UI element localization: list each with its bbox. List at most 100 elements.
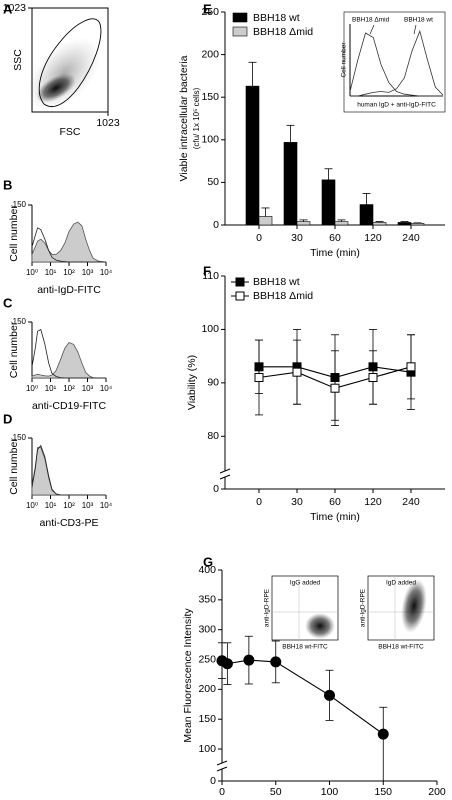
x-tick-label: 0 — [219, 786, 225, 798]
histogram-curve — [31, 342, 106, 379]
bar — [245, 85, 260, 226]
plot-frame — [31, 7, 109, 113]
x-tick-label: 10³ — [82, 501, 94, 510]
panel-label: G — [203, 554, 213, 569]
x-tick-label: 10³ — [82, 268, 94, 277]
bar — [296, 221, 311, 226]
inset-y-label: anti-IgD-RPE — [264, 588, 271, 627]
x-tick-label: 10⁴ — [100, 268, 113, 277]
density-cluster — [401, 579, 427, 633]
marker — [377, 728, 389, 740]
x-axis-label: anti-IgD-FITC — [37, 284, 101, 296]
inset-title: IgG added — [290, 580, 321, 587]
panel-label: E — [203, 1, 212, 16]
y-tick-label: 150 — [201, 91, 219, 103]
panel-label: D — [3, 411, 12, 426]
y-tick-label: 250 — [201, 6, 219, 18]
series-line — [221, 659, 384, 735]
x-tick-label: 10¹ — [45, 268, 57, 277]
histogram-curve — [31, 447, 106, 496]
y-tick-label: 350 — [198, 594, 216, 606]
y-tick-label: 50 — [207, 176, 219, 188]
gate — [38, 18, 102, 108]
x-tick-label: 30 — [291, 496, 303, 508]
x-tick-label: 10⁴ — [100, 384, 113, 393]
y-tick-label: 100 — [201, 323, 219, 335]
x-axis-label: Time (min) — [310, 511, 360, 523]
histogram-curve — [31, 444, 106, 496]
panel-label: B — [3, 177, 12, 192]
y-tick-label: 0 — [213, 219, 219, 231]
x-tick-label: 240 — [402, 496, 420, 508]
bar — [372, 222, 387, 226]
y-tick-label: 150 — [13, 200, 27, 209]
x-tick-label: 10² — [63, 384, 75, 393]
bar — [283, 142, 298, 226]
x-tick-label: 10¹ — [45, 384, 57, 393]
axis-break — [216, 766, 228, 772]
panel-label: A — [3, 1, 13, 16]
annotation: BBH18 wt — [404, 17, 433, 24]
bar — [410, 222, 425, 226]
x-tick-label: 10⁰ — [26, 501, 38, 510]
y-axis-label: Cell number — [8, 321, 20, 378]
x-tick-label: 30 — [291, 232, 303, 244]
annotation-arrow — [369, 24, 375, 35]
axis-break — [216, 760, 228, 766]
x-tick-label: 120 — [364, 232, 382, 244]
bar — [321, 179, 336, 226]
y-tick-label: 150 — [198, 713, 216, 725]
bar — [334, 221, 349, 226]
y-tick-label: 300 — [198, 623, 216, 635]
x-tick-label: 10⁰ — [26, 268, 38, 277]
y-axis-label: Viability (%) — [186, 355, 198, 410]
histogram-curve — [31, 227, 106, 263]
y-tick-label: 250 — [198, 653, 216, 665]
y-tick-label: 150 — [13, 433, 27, 442]
panel-label: C — [3, 295, 13, 310]
axis-break — [219, 468, 231, 474]
x-tick-label: 10⁴ — [100, 501, 113, 510]
legend-marker — [235, 291, 245, 301]
panel-label: F — [203, 263, 211, 278]
legend-label: BBH18 wt — [253, 12, 300, 24]
inset-frame — [343, 11, 446, 113]
inset-title: IgD added — [386, 580, 416, 587]
x-tick-label: 120 — [364, 496, 382, 508]
y-tick-label: 100 — [201, 134, 219, 146]
x-tick-label: 10³ — [82, 384, 94, 393]
x-tick-label: 150 — [374, 786, 392, 798]
x-axis-label: Time (min) — [310, 247, 360, 259]
x-tick-label: 100 — [321, 786, 339, 798]
legend-marker — [235, 277, 245, 287]
histogram-curve — [349, 32, 443, 97]
legend-label: BBH18 Δmid — [253, 26, 313, 38]
marker — [243, 654, 255, 666]
bar — [397, 222, 412, 226]
axis-break — [219, 474, 231, 480]
bar — [258, 216, 273, 226]
x-tick-label: 1023 — [96, 117, 120, 129]
y-tick-label: 200 — [201, 48, 219, 60]
x-axis-label: human IgD + anti-IgD-FITC — [357, 102, 436, 109]
marker — [330, 383, 340, 393]
marker — [324, 689, 335, 701]
marker — [406, 362, 416, 372]
x-axis-label: anti-CD3-PE — [40, 517, 99, 529]
marker — [368, 373, 378, 383]
y-tick-label: 150 — [13, 317, 27, 326]
y-tick-label: 400 — [198, 564, 216, 576]
inset-x-label: BBH18 wt-FITC — [378, 644, 424, 651]
y-axis-label: Mean Fluorescence Intensity — [182, 608, 194, 743]
histogram-curve — [350, 29, 444, 97]
legend-swatch — [232, 12, 248, 23]
inset-x-label: BBH18 wt-FITC — [282, 644, 328, 651]
x-tick-label: 240 — [402, 232, 420, 244]
y-tick-label: 110 — [202, 270, 219, 282]
bar — [359, 204, 374, 226]
x-tick-label: 10² — [63, 501, 75, 510]
y-axis-label: Cell number — [8, 438, 20, 495]
y-axis-label: Cell number — [8, 205, 20, 262]
x-tick-label: 10¹ — [45, 501, 57, 510]
